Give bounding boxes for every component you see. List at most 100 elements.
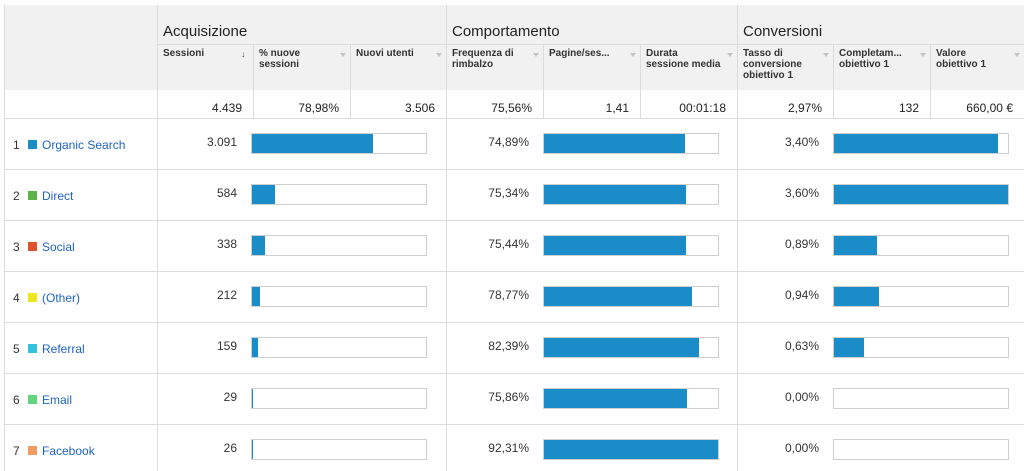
bar-fill-sessions xyxy=(252,389,253,408)
channel-color-swatch xyxy=(28,140,37,149)
column-header-new-sessions-pct[interactable]: % nuove sessioni xyxy=(253,44,350,90)
total-bounce-rate: 75,56% xyxy=(491,101,532,115)
bar-fill-bounce xyxy=(544,338,699,357)
value-conv-rate: 0,00% xyxy=(784,390,819,404)
column-header-bounce-rate[interactable]: Frequenza di rimbalzo xyxy=(446,44,543,90)
bar-track-bounce xyxy=(543,388,719,409)
bar-track-sessions xyxy=(251,337,427,358)
channel-color-swatch xyxy=(28,446,37,455)
channel-link[interactable]: Social xyxy=(42,240,75,254)
caret-down-icon[interactable] xyxy=(533,53,539,57)
column-header-goal-value[interactable]: Valore obiettivo 1 xyxy=(930,44,1024,90)
divider xyxy=(4,322,1024,323)
row-index: 6 xyxy=(13,393,20,407)
caret-down-icon[interactable] xyxy=(1014,53,1020,57)
value-bounce-rate: 74,89% xyxy=(488,135,529,149)
caret-down-icon[interactable] xyxy=(630,53,636,57)
row-index: 3 xyxy=(13,240,20,254)
row-index: 2 xyxy=(13,189,20,203)
bar-track-conv xyxy=(833,439,1009,460)
total-sessions: 4.439 xyxy=(211,101,242,115)
bar-fill-sessions xyxy=(252,287,260,306)
channel-color-swatch xyxy=(28,344,37,353)
bar-track-conv xyxy=(833,286,1009,307)
channel-link[interactable]: Facebook xyxy=(42,444,95,458)
bar-fill-conv xyxy=(834,236,877,255)
divider xyxy=(833,44,834,118)
channel-color-swatch xyxy=(28,395,37,404)
total-goal-value: 660,00 € xyxy=(966,101,1013,115)
row-index: 1 xyxy=(13,138,20,152)
row-index: 4 xyxy=(13,291,20,305)
channel-link[interactable]: Email xyxy=(42,393,73,407)
row-index: 7 xyxy=(13,444,20,458)
caret-down-icon[interactable] xyxy=(436,53,442,57)
divider xyxy=(4,5,5,471)
channel-link[interactable]: Referral xyxy=(42,342,85,356)
bar-fill-bounce xyxy=(544,440,718,459)
channel-link[interactable]: (Other) xyxy=(42,291,81,305)
caret-down-icon[interactable] xyxy=(823,53,829,57)
bar-track-sessions xyxy=(251,439,427,460)
value-bounce-rate: 82,39% xyxy=(488,339,529,353)
value-conv-rate: 3,40% xyxy=(784,135,819,149)
sort-down-arrow-icon[interactable]: ↓ xyxy=(241,49,246,59)
value-sessions: 29 xyxy=(223,390,237,404)
channel-color-swatch xyxy=(28,191,37,200)
bar-fill-bounce xyxy=(544,236,686,255)
column-header-new-users[interactable]: Nuovi utenti xyxy=(350,44,446,90)
bar-fill-conv xyxy=(834,134,998,153)
divider xyxy=(4,424,1024,425)
bar-track-conv xyxy=(833,235,1009,256)
value-sessions: 212 xyxy=(216,288,237,302)
column-header-goal-completions[interactable]: Completam... obiettivo 1 xyxy=(833,44,930,90)
column-header-avg-session-duration[interactable]: Durata sessione media xyxy=(640,44,737,90)
group-header-acquisition xyxy=(157,5,446,44)
value-bounce-rate: 78,77% xyxy=(488,288,529,302)
channel-color-swatch xyxy=(28,293,37,302)
header-corner xyxy=(4,5,157,90)
total-avg-session-duration: 00:01:18 xyxy=(679,101,726,115)
column-header-pages-per-session[interactable]: Pagine/ses... xyxy=(543,44,640,90)
bar-fill-sessions xyxy=(252,440,253,459)
bar-track-bounce xyxy=(543,439,719,460)
value-sessions: 26 xyxy=(223,441,237,455)
caret-down-icon[interactable] xyxy=(727,53,733,57)
caret-down-icon[interactable] xyxy=(920,53,926,57)
divider xyxy=(737,5,738,471)
bar-track-sessions xyxy=(251,133,427,154)
total-goal-conversion-rate: 2,97% xyxy=(787,101,822,115)
bar-fill-bounce xyxy=(544,185,686,204)
group-title-acquisition: Acquisizione xyxy=(163,23,248,40)
bar-track-conv xyxy=(833,337,1009,358)
divider xyxy=(350,44,351,118)
divider xyxy=(446,5,447,471)
bar-track-conv xyxy=(833,184,1009,205)
divider xyxy=(4,373,1024,374)
bar-track-sessions xyxy=(251,184,427,205)
bar-fill-bounce xyxy=(544,287,692,306)
channel-link[interactable]: Organic Search xyxy=(42,138,126,152)
bar-track-bounce xyxy=(543,184,719,205)
value-conv-rate: 0,89% xyxy=(784,237,819,251)
column-header-goal-conversion-rate[interactable]: Tasso di conversione obiettivo 1 xyxy=(737,44,833,90)
total-new-users: 3.506 xyxy=(404,101,435,115)
bar-track-conv xyxy=(833,133,1009,154)
divider xyxy=(157,44,1024,45)
divider xyxy=(4,169,1024,170)
value-bounce-rate: 75,86% xyxy=(488,390,529,404)
bar-fill-bounce xyxy=(544,134,685,153)
divider xyxy=(4,271,1024,272)
bar-track-conv xyxy=(833,388,1009,409)
channel-link[interactable]: Direct xyxy=(42,189,74,203)
value-conv-rate: 3,60% xyxy=(784,186,819,200)
divider xyxy=(640,44,641,118)
value-bounce-rate: 92,31% xyxy=(488,441,529,455)
caret-down-icon[interactable] xyxy=(340,53,346,57)
divider xyxy=(4,220,1024,221)
bar-track-bounce xyxy=(543,337,719,358)
channel-color-swatch xyxy=(28,242,37,251)
column-header-sessions[interactable]: Sessioni xyxy=(157,44,253,90)
bar-fill-conv xyxy=(834,185,1008,204)
bar-track-bounce xyxy=(543,235,719,256)
